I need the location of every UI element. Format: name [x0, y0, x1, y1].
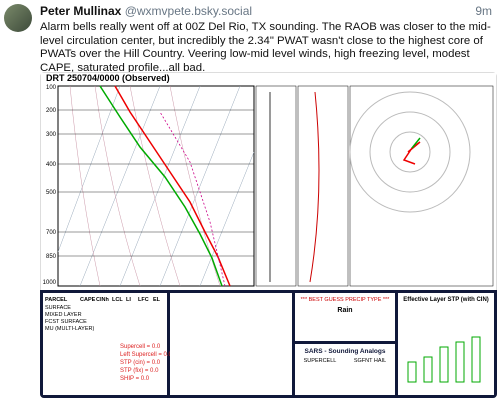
parcel-row: MU (MULTI-LAYER) — [45, 326, 94, 332]
sars-col: SGFNT HAIL — [354, 358, 386, 364]
precip-box — [295, 293, 395, 341]
parcel-header: LFC — [138, 297, 149, 303]
composite: Supercell = 0.0 — [120, 344, 161, 350]
pressure-label: 850 — [46, 254, 57, 260]
image-title: DRT 250704/0000 (Observed) — [46, 73, 170, 83]
parcel-header: LCL — [112, 297, 123, 303]
sars-title: SARS - Sounding Analogs — [304, 348, 385, 355]
timestamp[interactable]: 9m — [475, 4, 492, 18]
parcel-row: FCST SURFACE — [45, 319, 87, 325]
pressure-label: 500 — [46, 190, 57, 196]
theta-line — [309, 91, 320, 283]
isobars — [58, 109, 254, 257]
wind-panel — [255, 85, 297, 287]
precip-title: *** BEST GUESS PRECIP TYPE *** — [301, 297, 391, 303]
parcel-header: EL — [153, 297, 161, 303]
theta-panel — [297, 85, 349, 287]
hodograph-panel — [349, 85, 494, 287]
parcel-header: LI — [126, 297, 131, 303]
stp-boxplots — [407, 336, 481, 383]
post-text: Alarm bells really went off at 00Z Del R… — [40, 21, 491, 74]
composite: SHIP = 0.0 — [120, 376, 150, 382]
stp-box — [398, 293, 494, 395]
composites: Supercell = 0.0 Left Supercell = 0.0 STP… — [120, 344, 173, 382]
parcel-box — [43, 293, 167, 395]
kinematics-box — [170, 293, 292, 395]
sounding-image[interactable]: DRT 250704/0000 (Observed) 100 200 300 4… — [40, 72, 497, 398]
pressure-label: 300 — [46, 132, 57, 138]
sars-box — [295, 344, 395, 395]
pressure-label: 1000 — [43, 280, 57, 286]
parcel-row: SURFACE — [45, 305, 71, 311]
parcel-header: CINh — [96, 297, 109, 303]
pressure-label: 100 — [46, 85, 57, 91]
pressure-axis: 100 200 300 400 500 700 850 1000 — [43, 85, 57, 286]
dewpoint-profile — [99, 85, 223, 287]
avatar[interactable] — [4, 4, 32, 32]
parcel-header: CAPE — [80, 297, 96, 303]
parcel-header: PARCEL — [45, 297, 68, 303]
parcel-table: PARCEL CAPE CINh LCL LI LFC EL SURFACE M… — [45, 297, 161, 332]
temperature-profile — [114, 85, 231, 287]
author-name[interactable]: Peter Mullinax — [40, 4, 122, 18]
hodograph-mid — [411, 137, 421, 149]
pressure-label: 400 — [46, 162, 57, 168]
author[interactable]: Peter Mullinax @wxmvpete.bsky.social — [40, 4, 252, 18]
hodo-rings — [349, 91, 471, 213]
precip-type: Rain — [337, 307, 352, 314]
parcel-row: MIXED LAYER — [45, 312, 82, 318]
pressure-label: 700 — [46, 230, 57, 236]
composite: STP (fix) = 0.0 — [120, 368, 159, 374]
skewt-frame — [57, 85, 255, 287]
sars-col: SUPERCELL — [304, 358, 337, 364]
composite: STP (cin) = 0.0 — [120, 360, 161, 366]
composite: Left Supercell = 0.0 — [120, 352, 173, 358]
handle[interactable]: @wxmvpete.bsky.social — [124, 4, 253, 18]
stp-title: Effective Layer STP (with CIN) — [403, 297, 489, 303]
pressure-label: 200 — [46, 108, 57, 114]
parcel-trace — [159, 111, 226, 287]
adiabats — [69, 85, 221, 287]
